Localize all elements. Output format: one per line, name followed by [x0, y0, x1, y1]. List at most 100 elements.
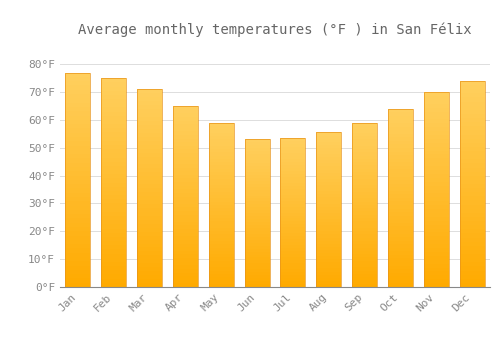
Bar: [137, 180, 162, 184]
Bar: [280, 251, 305, 254]
Bar: [208, 156, 234, 159]
Bar: [244, 243, 270, 246]
Bar: [173, 240, 198, 244]
Bar: [101, 208, 126, 212]
Bar: [280, 159, 305, 162]
Bar: [388, 123, 413, 127]
Bar: [316, 278, 342, 281]
Bar: [101, 82, 126, 86]
Bar: [173, 273, 198, 276]
Bar: [316, 176, 342, 179]
Bar: [280, 141, 305, 144]
Bar: [424, 256, 449, 260]
Bar: [460, 196, 484, 201]
Bar: [388, 159, 413, 162]
Bar: [66, 98, 90, 103]
Bar: [388, 130, 413, 134]
Bar: [101, 262, 126, 266]
Bar: [424, 267, 449, 271]
Bar: [460, 139, 484, 143]
Bar: [424, 240, 449, 244]
Bar: [316, 154, 342, 157]
Bar: [137, 93, 162, 97]
Bar: [137, 164, 162, 168]
Bar: [280, 138, 305, 141]
Bar: [460, 118, 484, 122]
Bar: [101, 136, 126, 141]
Bar: [244, 248, 270, 252]
Bar: [66, 124, 90, 128]
Bar: [388, 273, 413, 276]
Bar: [388, 127, 413, 130]
Bar: [173, 222, 198, 225]
Bar: [66, 193, 90, 197]
Bar: [316, 253, 342, 256]
Bar: [66, 111, 90, 116]
Bar: [424, 154, 449, 158]
Bar: [460, 134, 484, 139]
Bar: [137, 271, 162, 275]
Bar: [460, 213, 484, 217]
Bar: [460, 172, 484, 176]
Bar: [460, 250, 484, 254]
Bar: [460, 262, 484, 266]
Bar: [460, 258, 484, 262]
Bar: [244, 216, 270, 219]
Bar: [280, 195, 305, 198]
Bar: [208, 133, 234, 136]
Bar: [66, 90, 90, 94]
Bar: [173, 254, 198, 258]
Bar: [460, 168, 484, 172]
Bar: [424, 96, 449, 100]
Bar: [137, 184, 162, 188]
Bar: [137, 145, 162, 149]
Bar: [208, 211, 234, 215]
Bar: [352, 139, 377, 142]
Bar: [424, 197, 449, 201]
Bar: [101, 187, 126, 191]
Bar: [137, 204, 162, 208]
Bar: [424, 143, 449, 147]
Bar: [101, 128, 126, 133]
Bar: [244, 225, 270, 228]
Bar: [101, 95, 126, 99]
Bar: [424, 283, 449, 287]
Bar: [244, 142, 270, 145]
Bar: [66, 107, 90, 111]
Bar: [137, 208, 162, 212]
Bar: [316, 244, 342, 247]
Bar: [66, 180, 90, 184]
Bar: [208, 123, 234, 287]
Bar: [316, 259, 342, 262]
Bar: [101, 112, 126, 116]
Bar: [137, 101, 162, 105]
Bar: [316, 206, 342, 210]
Bar: [388, 173, 413, 176]
Bar: [101, 250, 126, 254]
Bar: [101, 191, 126, 195]
Bar: [244, 213, 270, 216]
Bar: [424, 174, 449, 178]
Bar: [352, 284, 377, 287]
Bar: [280, 153, 305, 156]
Bar: [280, 212, 305, 216]
Bar: [388, 109, 413, 287]
Bar: [173, 247, 198, 251]
Bar: [101, 203, 126, 208]
Bar: [66, 197, 90, 201]
Bar: [208, 258, 234, 261]
Bar: [66, 227, 90, 231]
Bar: [173, 258, 198, 262]
Bar: [460, 209, 484, 213]
Bar: [388, 141, 413, 145]
Bar: [173, 265, 198, 269]
Bar: [66, 116, 90, 120]
Bar: [244, 163, 270, 166]
Bar: [101, 212, 126, 216]
Bar: [66, 188, 90, 193]
Bar: [388, 251, 413, 255]
Bar: [424, 264, 449, 267]
Bar: [316, 222, 342, 225]
Bar: [101, 254, 126, 258]
Bar: [208, 274, 234, 277]
